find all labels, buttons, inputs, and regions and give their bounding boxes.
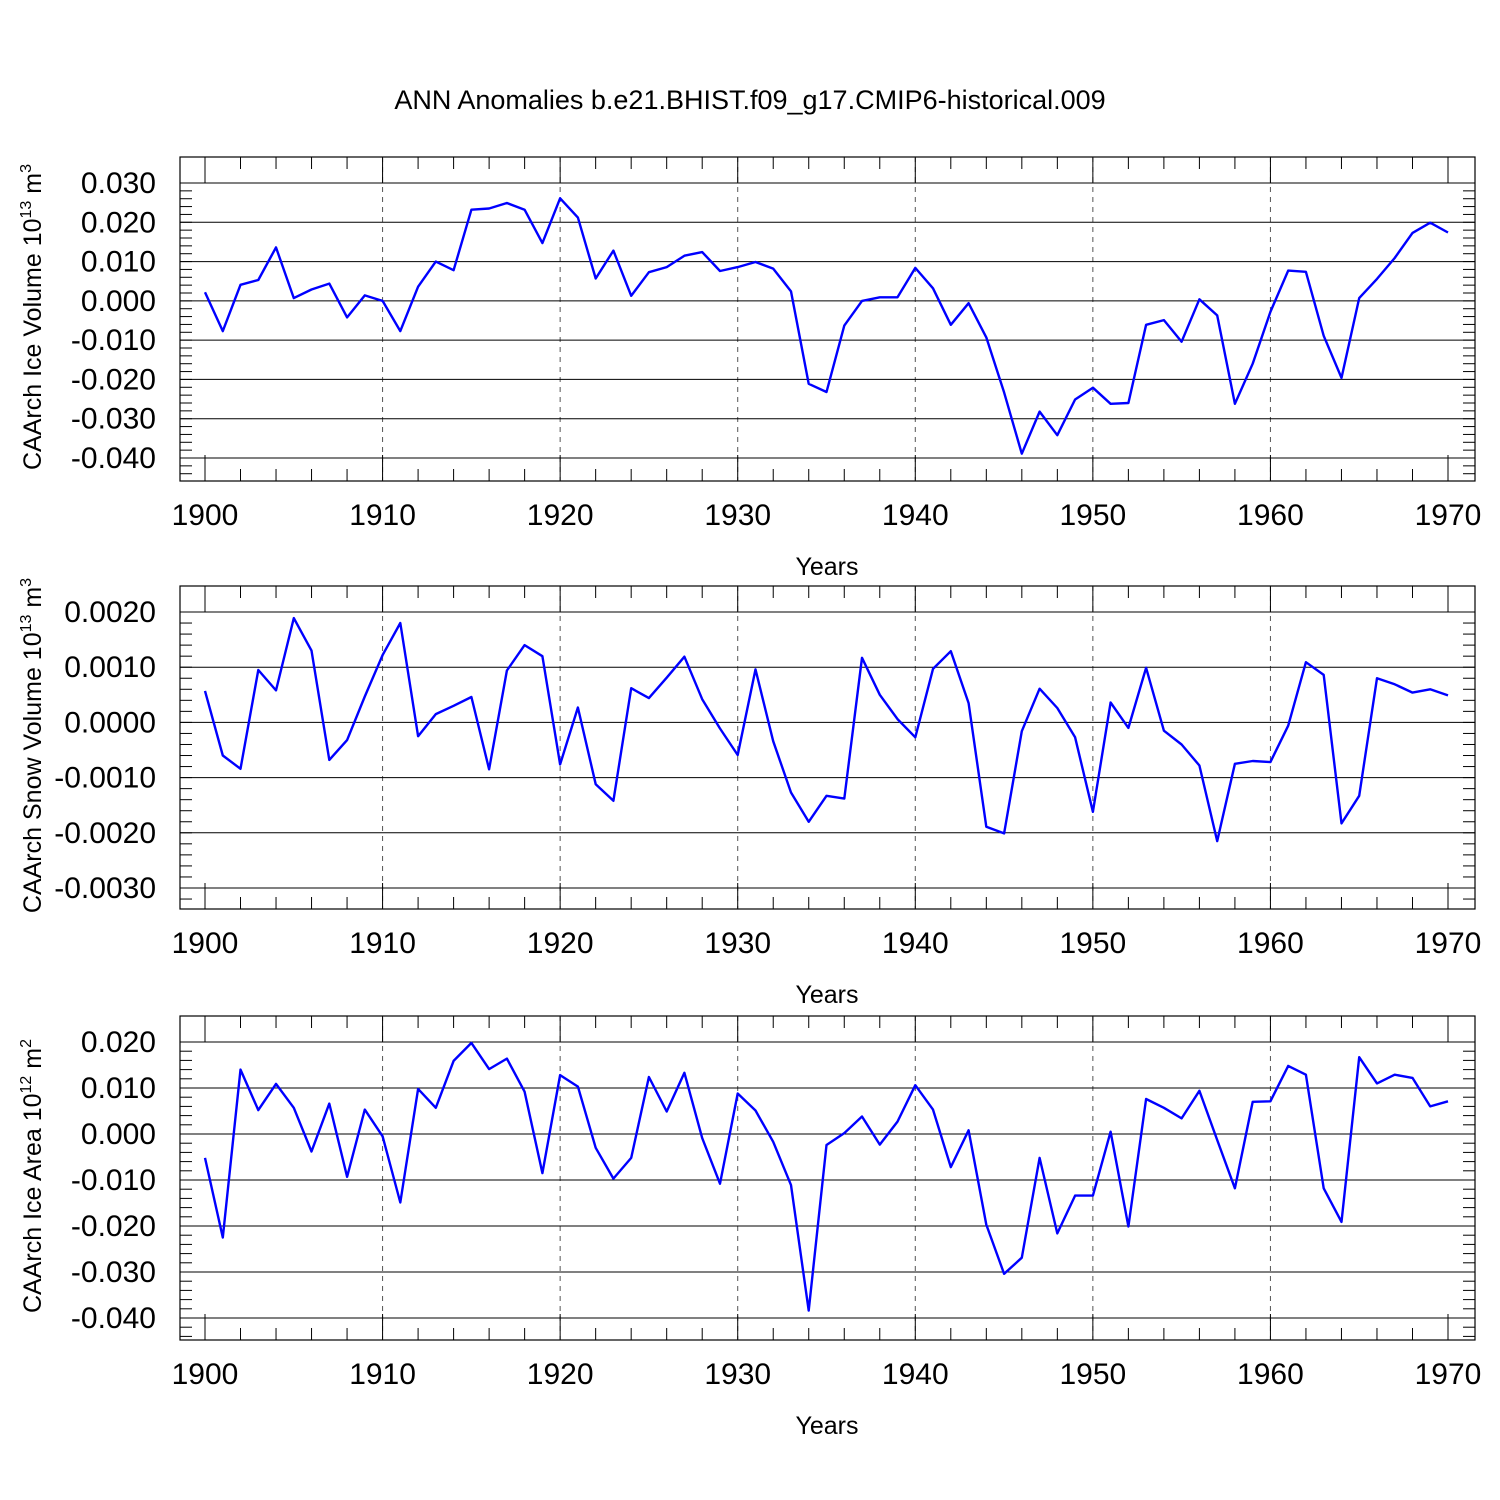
- x-tick-label: 1910: [349, 1358, 416, 1391]
- y-axis-label-text: m: [19, 1048, 47, 1076]
- x-tick-label: 1930: [704, 1358, 771, 1391]
- y-axis-label-text: CAArch Ice Volume 10: [19, 218, 47, 470]
- y-tick-label: -0.020: [71, 363, 156, 396]
- x-axis-label: Years: [795, 553, 858, 581]
- x-tick-label: 1930: [704, 927, 771, 960]
- y-tick-label: -0.0030: [54, 872, 156, 905]
- panel-1: 0.030 0.020 0.010 0.000 -0.010 -0.020 -0.030 -0…: [18, 156, 1482, 581]
- y-tick-label: -0.030: [71, 1256, 156, 1289]
- y-tick-label: 0.030: [81, 167, 156, 200]
- x-tick-label: 1930: [704, 499, 771, 532]
- x-tick-label: 1950: [1059, 499, 1126, 532]
- series-line-1: [203, 1041, 1449, 1312]
- y-axis-label-superscript: 3: [18, 164, 35, 173]
- plot-frame: [179, 585, 1476, 910]
- series-line-1: [203, 197, 1449, 455]
- y-axis-label: CAArch Snow Volume 1013 m3: [18, 578, 47, 913]
- plot-frame: [179, 156, 1476, 482]
- y-axis-label-text: CAArch Snow Volume 10: [19, 632, 47, 913]
- x-tick-label: 1970: [1415, 1358, 1482, 1391]
- y-axis-label: CAArch Ice Volume 1013 m3: [18, 164, 47, 470]
- x-tick-label: 1910: [349, 499, 416, 532]
- y-tick-label: 0.020: [81, 1026, 156, 1059]
- y-axis-label-superscript: 13: [18, 614, 35, 632]
- x-tick-label: 1940: [882, 927, 949, 960]
- y-axis-label-superscript: 12: [18, 1076, 35, 1094]
- x-tick-label: 1960: [1237, 499, 1304, 532]
- y-axis-label-text: m: [19, 173, 47, 201]
- y-tick-label: -0.030: [71, 403, 156, 436]
- figure-title: ANN Anomalies b.e21.BHIST.f09_g17.CMIP6-…: [394, 85, 1105, 115]
- x-tick-label: 1920: [527, 1358, 594, 1391]
- y-tick-label: 0.010: [81, 246, 156, 279]
- y-axis-label-text: CAArch Ice Area 10: [19, 1093, 47, 1313]
- x-tick-label: 1910: [349, 927, 416, 960]
- x-axis-label: Years: [795, 1412, 858, 1440]
- y-tick-label: -0.020: [71, 1210, 156, 1243]
- y-tick-label: -0.0020: [54, 817, 156, 850]
- y-tick-label: -0.010: [71, 1164, 156, 1197]
- x-tick-label: 1970: [1415, 927, 1482, 960]
- y-axis-label-text: m: [19, 587, 47, 615]
- chart-panels: 0.030 0.020 0.010 0.000 -0.010 -0.020 -0.030 -0…: [18, 156, 1482, 1440]
- x-tick-label: 1970: [1415, 499, 1482, 532]
- x-tick-label: 1940: [882, 499, 949, 532]
- x-tick-label: 1940: [882, 1358, 949, 1391]
- y-tick-label: 0.000: [81, 1118, 156, 1151]
- x-tick-label: 1920: [527, 499, 594, 532]
- y-tick-label: 0.020: [81, 206, 156, 239]
- x-tick-label: 1960: [1237, 1358, 1304, 1391]
- y-tick-label: 0.010: [81, 1072, 156, 1105]
- y-tick-label: 0.0000: [64, 706, 156, 739]
- y-axis-label: CAArch Ice Area 1012 m2: [18, 1039, 47, 1313]
- x-tick-label: 1920: [527, 927, 594, 960]
- series-line-1: [203, 616, 1449, 843]
- x-tick-label: 1900: [172, 927, 239, 960]
- x-tick-label: 1900: [172, 1358, 239, 1391]
- y-tick-label: -0.040: [71, 442, 156, 475]
- x-tick-label: 1960: [1237, 927, 1304, 960]
- y-axis-label-superscript: 2: [18, 1039, 35, 1048]
- y-axis-label-superscript: 3: [18, 578, 35, 587]
- x-tick-label: 1900: [172, 499, 239, 532]
- x-tick-label: 1950: [1059, 927, 1126, 960]
- y-tick-label: 0.0010: [64, 651, 156, 684]
- y-tick-label: 0.0020: [64, 596, 156, 629]
- panel-3: 0.020 0.010 0.000 -0.010 -0.020 -0.030 -0.040 1…: [18, 1015, 1482, 1440]
- panel-2: 0.0020 0.0010 0.0000 -0.0010 -0.0020 -0.0030 1…: [18, 578, 1481, 1009]
- y-tick-label: -0.0010: [54, 762, 156, 795]
- x-axis-label: Years: [795, 981, 858, 1009]
- plot-frame: [179, 1015, 1476, 1341]
- x-tick-label: 1950: [1059, 1358, 1126, 1391]
- y-axis-label-superscript: 13: [18, 201, 35, 219]
- y-tick-label: -0.040: [71, 1302, 156, 1335]
- y-tick-label: 0.000: [81, 285, 156, 318]
- y-tick-label: -0.010: [71, 324, 156, 357]
